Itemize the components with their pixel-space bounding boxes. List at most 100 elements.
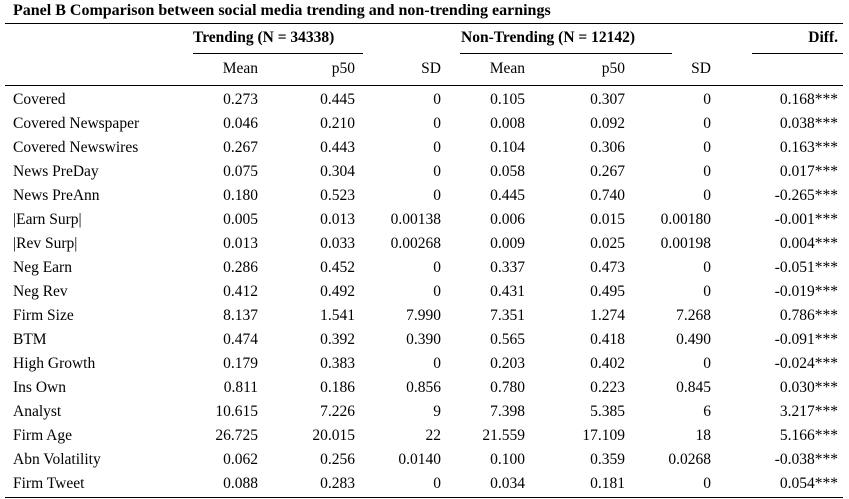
right-padding-cell — [838, 88, 849, 112]
trending-p50-cell: 0.186 — [320, 379, 355, 396]
non-trending-mean-cell: 0.105 — [490, 91, 525, 108]
non-trending-p50-cell: 1.274 — [590, 307, 625, 324]
row-label: |Rev Surp| — [13, 235, 78, 252]
row-label: Analyst — [13, 403, 62, 420]
table-row: Analyst 10.615 7.226 9 7.398 5.385 6 3.217*** — [0, 400, 849, 424]
col-header-non-trending-p50: p50 — [601, 60, 625, 77]
trending-sd-cell: 0.0140 — [398, 451, 441, 468]
non-trending-p50-cell: 5.385 — [590, 403, 625, 420]
row-label: Abn Volatility — [13, 451, 101, 468]
diff-cell: 0.163*** — [779, 139, 838, 156]
trending-mean-cell: 0.013 — [223, 235, 258, 252]
col-header-non-trending-mean: Mean — [489, 60, 525, 77]
non-trending-sd-cell: 18 — [695, 427, 712, 444]
non-trending-p50-cell: 0.015 — [590, 211, 625, 228]
non-trending-p50-cell: 0.495 — [590, 283, 625, 300]
trending-mean-cell: 0.005 — [223, 211, 258, 228]
trending-p50-cell: 0.452 — [320, 259, 355, 276]
diff-cell: -0.265*** — [774, 187, 838, 204]
non-trending-mean-cell: 0.008 — [490, 115, 525, 132]
group-header-non-trending: Non-Trending (N = 12142) — [461, 29, 636, 46]
trending-sd-cell: 9 — [433, 403, 441, 420]
diff-cell: 3.217*** — [779, 403, 838, 420]
diff-cell: 0.038*** — [779, 115, 838, 132]
non-trending-p50-cell: 0.359 — [590, 451, 625, 468]
trending-mean-cell: 0.179 — [223, 355, 258, 372]
non-trending-mean-cell: 0.009 — [490, 235, 525, 252]
table-row: Neg Earn 0.286 0.452 0 0.337 0.473 0 -0.051*** — [0, 256, 849, 280]
right-padding-cell — [838, 448, 849, 472]
diff-cell: 0.030*** — [779, 379, 838, 396]
non-trending-sd-cell: 0 — [703, 259, 711, 276]
trending-sd-cell: 0 — [433, 163, 441, 180]
panel-title: Panel B Comparison between social media … — [13, 2, 551, 19]
diff-cell: -0.024*** — [774, 355, 838, 372]
non-trending-mean-cell: 0.100 — [490, 451, 525, 468]
non-trending-sd-cell: 0 — [703, 163, 711, 180]
non-trending-mean-cell: 0.780 — [490, 379, 525, 396]
trending-p50-cell: 20.015 — [312, 427, 355, 444]
trending-sd-cell: 0 — [433, 91, 441, 108]
col-header-trending-p50: p50 — [331, 60, 355, 77]
trending-p50-cell: 0.013 — [320, 211, 355, 228]
trending-mean-cell: 8.137 — [223, 307, 258, 324]
trending-mean-cell: 0.046 — [223, 115, 258, 132]
right-padding-cell — [838, 400, 849, 424]
right-padding-cell — [838, 112, 849, 136]
row-label: |Earn Surp| — [13, 211, 82, 228]
non-trending-mean-cell: 0.337 — [490, 259, 525, 276]
table-row: High Growth 0.179 0.383 0 0.203 0.402 0 -0.024*… — [0, 352, 849, 376]
right-padding-cell — [838, 256, 849, 280]
trending-sd-cell: 22 — [425, 427, 442, 444]
trending-sd-cell: 0 — [433, 187, 441, 204]
non-trending-p50-cell: 0.402 — [590, 355, 625, 372]
diff-cell: 0.017*** — [779, 163, 838, 180]
non-trending-mean-cell: 0.203 — [490, 355, 525, 372]
row-label: Firm Size — [13, 307, 74, 324]
diff-cell: 0.054*** — [779, 475, 838, 492]
right-padding-cell — [838, 184, 849, 208]
non-trending-sd-cell: 0 — [703, 283, 711, 300]
row-label: Firm Tweet — [13, 475, 85, 492]
table-body: Covered 0.273 0.445 0 0.105 0.307 0 0.168*** Cov… — [0, 88, 849, 496]
right-padding-cell — [838, 232, 849, 256]
trending-sd-cell: 0 — [433, 475, 441, 492]
comparison-table: Covered 0.273 0.445 0 0.105 0.307 0 0.168*** Cov… — [0, 88, 849, 496]
trending-mean-cell: 0.088 — [223, 475, 258, 492]
table-row: News PreAnn 0.180 0.523 0 0.445 0.740 0 -0.265*… — [0, 184, 849, 208]
group-header-trending: Trending (N = 34338) — [193, 29, 335, 46]
non-trending-sd-cell: 0 — [703, 115, 711, 132]
row-label: News PreDay — [13, 163, 99, 180]
col-header-trending-sd: SD — [421, 60, 441, 77]
trending-underline — [193, 53, 363, 54]
non-trending-sd-cell: 0 — [703, 187, 711, 204]
trending-mean-cell: 0.062 — [223, 451, 258, 468]
trending-sd-cell: 0.00268 — [390, 235, 441, 252]
right-padding-cell — [838, 376, 849, 400]
trending-p50-cell: 0.256 — [320, 451, 355, 468]
header-rule — [5, 85, 843, 86]
trending-p50-cell: 0.283 — [320, 475, 355, 492]
diff-underline — [752, 53, 843, 54]
non-trending-p50-cell: 0.025 — [590, 235, 625, 252]
trending-sd-cell: 0 — [433, 139, 441, 156]
trending-mean-cell: 10.615 — [215, 403, 258, 420]
non-trending-p50-cell: 0.740 — [590, 187, 625, 204]
non-trending-p50-cell: 0.267 — [590, 163, 625, 180]
diff-cell: -0.038*** — [774, 451, 838, 468]
right-padding-cell — [838, 424, 849, 448]
non-trending-mean-cell: 0.565 — [490, 331, 525, 348]
row-label: Ins Own — [13, 379, 66, 396]
row-label: Firm Age — [13, 427, 72, 444]
trending-mean-cell: 0.273 — [223, 91, 258, 108]
trending-mean-cell: 0.811 — [223, 379, 258, 396]
trending-mean-cell: 0.267 — [223, 139, 258, 156]
row-label: Covered — [13, 91, 66, 108]
right-padding-cell — [838, 352, 849, 376]
trending-p50-cell: 0.392 — [320, 331, 355, 348]
right-padding-cell — [838, 280, 849, 304]
table-row: Covered 0.273 0.445 0 0.105 0.307 0 0.168*** — [0, 88, 849, 112]
non-trending-underline — [460, 53, 672, 54]
table-row: |Earn Surp| 0.005 0.013 0.00138 0.006 0.015 0.… — [0, 208, 849, 232]
diff-cell: 5.166*** — [779, 427, 838, 444]
